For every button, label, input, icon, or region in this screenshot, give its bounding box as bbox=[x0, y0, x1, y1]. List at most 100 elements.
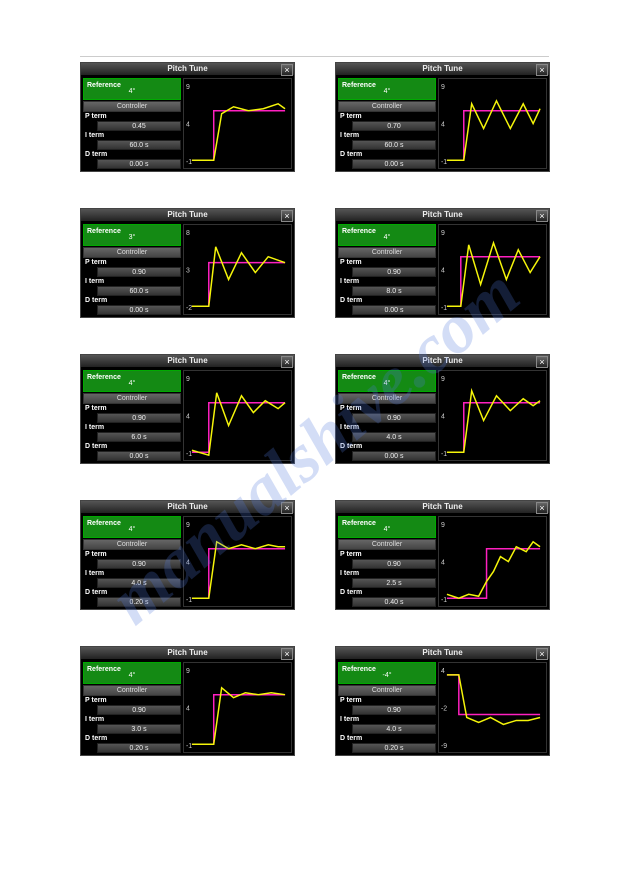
chart: 9 4 -1 bbox=[183, 78, 292, 169]
d-term-value[interactable]: 0.00 s bbox=[352, 159, 436, 169]
p-term-value[interactable]: 0.45 bbox=[97, 121, 181, 131]
chart: 9 4 -1 bbox=[183, 662, 292, 753]
svg-text:9: 9 bbox=[441, 376, 445, 383]
titlebar: Pitch Tune × bbox=[81, 501, 294, 514]
svg-text:4: 4 bbox=[441, 559, 445, 566]
reference-box[interactable]: Reference 4° bbox=[338, 370, 436, 392]
controller-button[interactable]: Controller bbox=[338, 247, 436, 258]
reference-box[interactable]: Reference 4° bbox=[338, 516, 436, 538]
p-term-value[interactable]: 0.90 bbox=[97, 267, 181, 277]
i-term-label: I term bbox=[83, 278, 181, 286]
svg-text:-2: -2 bbox=[186, 305, 192, 312]
controller-button[interactable]: Controller bbox=[83, 393, 181, 404]
panel-title: Pitch Tune bbox=[167, 502, 207, 511]
p-term-value[interactable]: 0.70 bbox=[352, 121, 436, 131]
reference-value: 4° bbox=[342, 380, 432, 387]
reference-value: 4° bbox=[87, 672, 177, 679]
titlebar: Pitch Tune × bbox=[336, 501, 549, 514]
p-term-label: P term bbox=[338, 113, 436, 121]
i-term-value[interactable]: 4.0 s bbox=[352, 432, 436, 442]
d-term-value[interactable]: 0.20 s bbox=[97, 743, 181, 753]
p-term-label: P term bbox=[83, 551, 181, 559]
close-icon[interactable]: × bbox=[536, 502, 548, 514]
i-term-value[interactable]: 60.0 s bbox=[97, 286, 181, 296]
reference-value: -4° bbox=[342, 672, 432, 679]
i-term-value[interactable]: 2.5 s bbox=[352, 578, 436, 588]
d-term-value[interactable]: 0.40 s bbox=[352, 597, 436, 607]
svg-text:9: 9 bbox=[186, 668, 190, 675]
pitch-tune-panel: Pitch Tune × Reference 4° Controller P t… bbox=[80, 62, 295, 172]
controller-button[interactable]: Controller bbox=[83, 247, 181, 258]
d-term-value[interactable]: 0.20 s bbox=[97, 597, 181, 607]
reference-value: 4° bbox=[87, 526, 177, 533]
p-term-label: P term bbox=[83, 259, 181, 267]
d-term-value[interactable]: 0.00 s bbox=[352, 305, 436, 315]
controller-button[interactable]: Controller bbox=[83, 685, 181, 696]
chart: 9 4 -1 bbox=[183, 370, 292, 461]
d-term-value[interactable]: 0.20 s bbox=[352, 743, 436, 753]
i-term-value[interactable]: 3.0 s bbox=[97, 724, 181, 734]
svg-text:4: 4 bbox=[186, 121, 190, 128]
p-term-value[interactable]: 0.90 bbox=[97, 705, 181, 715]
close-icon[interactable]: × bbox=[281, 210, 293, 222]
svg-text:-2: -2 bbox=[441, 705, 447, 712]
controller-button[interactable]: Controller bbox=[338, 685, 436, 696]
p-term-value[interactable]: 0.90 bbox=[97, 413, 181, 423]
panel-body: Reference 4° Controller P term 0.90 I te… bbox=[81, 368, 294, 463]
close-icon[interactable]: × bbox=[536, 648, 548, 660]
controller-button[interactable]: Controller bbox=[338, 101, 436, 112]
svg-text:9: 9 bbox=[441, 84, 445, 91]
reference-box[interactable]: Reference 4° bbox=[83, 78, 181, 100]
reference-box[interactable]: Reference -4° bbox=[338, 662, 436, 684]
d-term-label: D term bbox=[83, 443, 181, 451]
svg-text:-1: -1 bbox=[441, 159, 447, 166]
pitch-tune-panel: Pitch Tune × Reference 4° Controller P t… bbox=[80, 354, 295, 464]
p-term-value[interactable]: 0.90 bbox=[352, 559, 436, 569]
p-term-label: P term bbox=[83, 113, 181, 121]
d-term-value[interactable]: 0.00 s bbox=[97, 451, 181, 461]
i-term-value[interactable]: 8.0 s bbox=[352, 286, 436, 296]
reference-box[interactable]: Reference 4° bbox=[338, 78, 436, 100]
reference-box[interactable]: Reference 4° bbox=[83, 662, 181, 684]
i-term-label: I term bbox=[338, 570, 436, 578]
close-icon[interactable]: × bbox=[536, 356, 548, 368]
p-term-value[interactable]: 0.90 bbox=[97, 559, 181, 569]
d-term-value[interactable]: 0.00 s bbox=[97, 159, 181, 169]
p-term-value[interactable]: 0.90 bbox=[352, 267, 436, 277]
reference-box[interactable]: Reference 4° bbox=[338, 224, 436, 246]
titlebar: Pitch Tune × bbox=[81, 63, 294, 76]
panel-title: Pitch Tune bbox=[422, 356, 462, 365]
close-icon[interactable]: × bbox=[281, 64, 293, 76]
panel-title: Pitch Tune bbox=[167, 356, 207, 365]
i-term-value[interactable]: 60.0 s bbox=[97, 140, 181, 150]
p-term-value[interactable]: 0.90 bbox=[352, 413, 436, 423]
chart: 9 4 -1 bbox=[438, 370, 547, 461]
reference-value: 4° bbox=[87, 88, 177, 95]
controller-button[interactable]: Controller bbox=[338, 539, 436, 550]
svg-text:-1: -1 bbox=[186, 743, 192, 750]
params-column: Reference 3° Controller P term 0.90 I te… bbox=[83, 224, 181, 315]
i-term-value[interactable]: 4.0 s bbox=[97, 578, 181, 588]
panel-body: Reference 4° Controller P term 0.90 I te… bbox=[81, 514, 294, 609]
reference-box[interactable]: Reference 3° bbox=[83, 224, 181, 246]
controller-button[interactable]: Controller bbox=[83, 101, 181, 112]
close-icon[interactable]: × bbox=[281, 502, 293, 514]
i-term-value[interactable]: 60.0 s bbox=[352, 140, 436, 150]
close-icon[interactable]: × bbox=[536, 64, 548, 76]
p-term-value[interactable]: 0.90 bbox=[352, 705, 436, 715]
svg-text:-1: -1 bbox=[186, 159, 192, 166]
close-icon[interactable]: × bbox=[536, 210, 548, 222]
reference-box[interactable]: Reference 4° bbox=[83, 516, 181, 538]
controller-button[interactable]: Controller bbox=[338, 393, 436, 404]
params-column: Reference 4° Controller P term 0.90 I te… bbox=[83, 516, 181, 607]
reference-box[interactable]: Reference 4° bbox=[83, 370, 181, 392]
d-term-value[interactable]: 0.00 s bbox=[352, 451, 436, 461]
d-term-value[interactable]: 0.00 s bbox=[97, 305, 181, 315]
titlebar: Pitch Tune × bbox=[336, 355, 549, 368]
i-term-value[interactable]: 4.0 s bbox=[352, 724, 436, 734]
close-icon[interactable]: × bbox=[281, 356, 293, 368]
i-term-value[interactable]: 6.0 s bbox=[97, 432, 181, 442]
controller-button[interactable]: Controller bbox=[83, 539, 181, 550]
pitch-tune-panel: Pitch Tune × Reference 3° Controller P t… bbox=[80, 208, 295, 318]
close-icon[interactable]: × bbox=[281, 648, 293, 660]
